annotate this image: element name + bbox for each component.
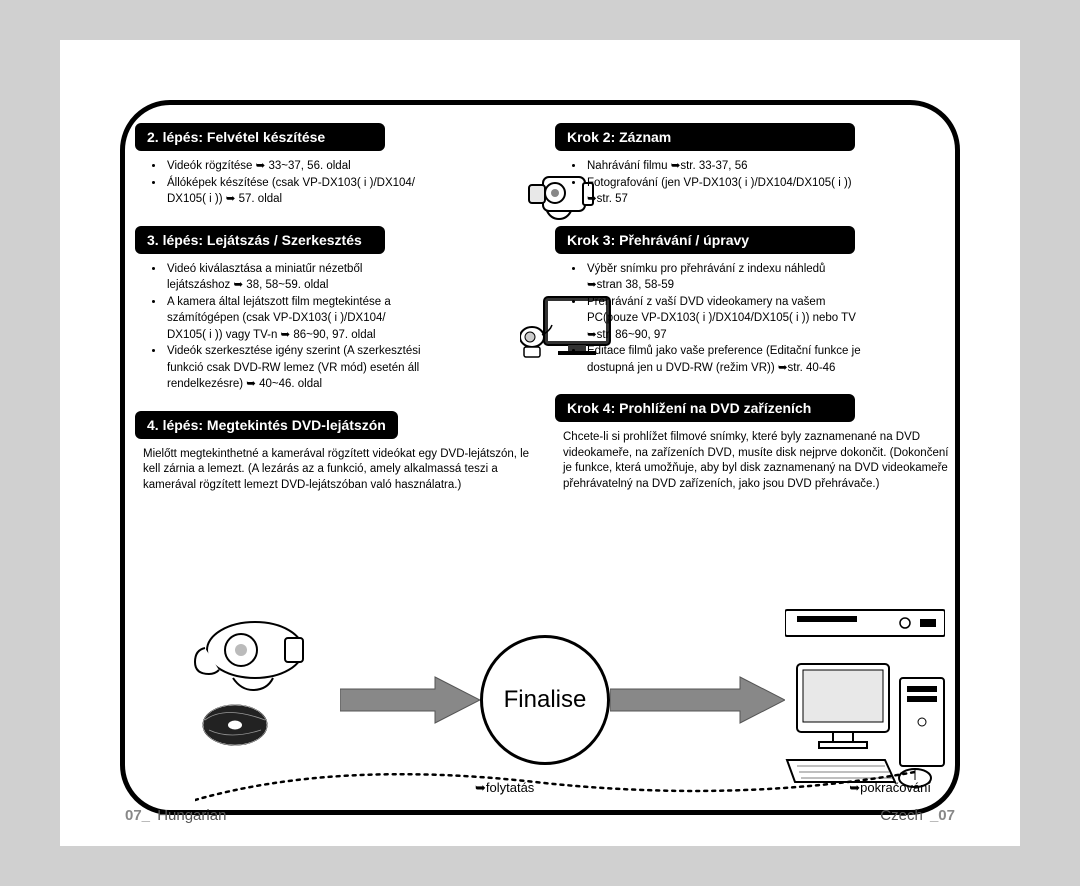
column-hungarian: 2. lépés: Felvétel készítése Videók rögz…	[135, 123, 535, 509]
step3-head-hu: 3. lépés: Lejátszás / Szerkesztés	[135, 226, 385, 254]
continuation-cz: ➥pokračování	[849, 780, 931, 796]
step3-bullets-hu: Videó kiválasztása a miniatűr nézetből l…	[135, 262, 535, 393]
step4-head-cz: Krok 4: Prohlížení na DVD zařízeních	[555, 394, 855, 422]
step4-para-cz: Chcete-li si prohlížet filmové snímky, k…	[563, 430, 955, 492]
list-item: A kamera által lejátszott film megtekint…	[165, 295, 535, 311]
list-item: számítógépen (csak VP-DX103( i )/DX104/	[165, 311, 535, 327]
lang-left: Hungarian	[153, 807, 226, 824]
arrow-right-icon	[610, 675, 785, 725]
step4-head-hu: 4. lépés: Megtekintés DVD-lejátszón	[135, 411, 398, 439]
list-item: rendelkezésre) ➥ 40~46. oldal	[165, 377, 535, 393]
list-item: funkció csak DVD-RW lemez (VR mód) eseté…	[165, 361, 535, 377]
step2-head-hu: 2. lépés: Felvétel készítése	[135, 123, 385, 151]
list-item: Editace filmů jako vaše preference (Edit…	[585, 344, 955, 360]
list-item: DX105( i )) vagy TV-n ➥ 86~90, 97. oldal	[165, 328, 535, 344]
continuation-hu: ➥folytatás	[475, 780, 534, 796]
list-item: ➥str. 57	[585, 192, 955, 208]
arrow-left-icon	[340, 675, 480, 725]
column-czech: Krok 2: Záznam Nahrávání filmu ➥str. 33-…	[555, 123, 955, 509]
step3-bullets-cz: Výběr snímku pro přehrávání z indexu náh…	[555, 262, 955, 377]
list-item: Állóképek készítése (csak VP-DX103( i )/…	[165, 176, 535, 192]
dvd-player-icon	[785, 606, 945, 640]
lang-right: Czech	[880, 807, 927, 824]
dotted-path-icon	[195, 770, 915, 810]
step2-head-cz: Krok 2: Záznam	[555, 123, 855, 151]
list-item: PC(pouze VP-DX103( i )/DX104/DX105( i ))…	[585, 311, 955, 327]
list-item: lejátszáshoz ➥ 38, 58~59. oldal	[165, 278, 535, 294]
page-number-left: 07_	[125, 807, 150, 824]
content-panel: 2. lépés: Felvétel készítése Videók rögz…	[120, 100, 960, 815]
list-item: DX105( i )) ➥ 57. oldal	[165, 192, 535, 208]
page: 2. lépés: Felvétel készítése Videók rögz…	[60, 40, 1020, 846]
finalize-diagram: Finalise	[135, 580, 955, 790]
camcorder-disc-icon	[175, 610, 325, 760]
list-item: Videók rögzítése ➥ 33~37, 56. oldal	[165, 159, 535, 175]
columns: 2. lépés: Felvétel készítése Videók rögz…	[135, 123, 955, 509]
step3-head-cz: Krok 3: Přehrávání / úpravy	[555, 226, 855, 254]
list-item: Fotografování (jen VP-DX103( i )/DX104/D…	[585, 176, 955, 192]
step4-para-hu: Mielőtt megtekinthetné a kamerával rögzí…	[143, 447, 535, 494]
footer-left: 07_ Hungarian	[125, 807, 226, 824]
list-item: Videók szerkesztése igény szerint (A sze…	[165, 344, 535, 360]
page-number-right: _07	[930, 807, 955, 824]
list-item: Nahrávání filmu ➥str. 33-37, 56	[585, 159, 955, 175]
list-item: ➥stran 38, 58-59	[585, 278, 955, 294]
list-item: Výběr snímku pro přehrávání z indexu náh…	[585, 262, 955, 278]
list-item: dostupná jen u DVD-RW (režim VR)) ➥str. …	[585, 361, 955, 377]
list-item: Videó kiválasztása a miniatűr nézetből	[165, 262, 535, 278]
list-item: Přehrávání z vaší DVD videokamery na vaš…	[585, 295, 955, 311]
step2-bullets-hu: Videók rögzítése ➥ 33~37, 56. oldal Álló…	[135, 159, 535, 208]
footer-right: Czech _07	[880, 807, 955, 824]
list-item: ➥str. 86~90, 97	[585, 328, 955, 344]
finalize-label: Finalise	[480, 635, 610, 765]
step2-bullets-cz: Nahrávání filmu ➥str. 33-37, 56 Fotograf…	[555, 159, 955, 208]
